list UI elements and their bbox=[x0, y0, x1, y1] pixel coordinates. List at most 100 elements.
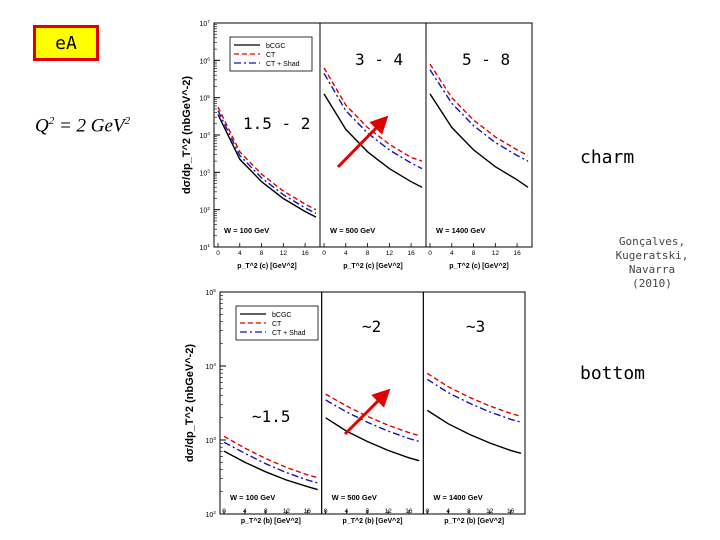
ea-label: eA bbox=[55, 32, 77, 54]
bottom-ratio-3: ~3 bbox=[466, 317, 486, 336]
bottom-label: bottom bbox=[580, 363, 646, 384]
x-tick-label: 16 bbox=[304, 508, 312, 515]
x-tick-label: 8 bbox=[366, 250, 370, 257]
series-line-bcgc bbox=[323, 93, 423, 188]
series-line-ct bbox=[217, 106, 317, 211]
bottom-ratio-2: ~2 bbox=[362, 317, 382, 336]
x-tick-label: 0 bbox=[222, 508, 226, 515]
x-tick-label: 0 bbox=[428, 250, 432, 257]
charm-ratio-3: 5 - 8 bbox=[462, 50, 511, 69]
x-tick-label: 16 bbox=[513, 250, 521, 257]
series-line-ctshad bbox=[429, 69, 529, 162]
panel-w-label: W = 500 GeV bbox=[332, 493, 377, 502]
x-tick-label: 4 bbox=[344, 250, 348, 257]
series-line-bcgc bbox=[223, 450, 318, 491]
y-tick-label: 107 bbox=[199, 19, 210, 28]
x-tick-label: 8 bbox=[472, 250, 476, 257]
citation: Gonçalves, Kugeratski, Navarra (2010) bbox=[612, 235, 692, 291]
red-arrow bbox=[343, 388, 391, 436]
y-tick-label: 103 bbox=[199, 169, 210, 178]
citation-line: (2010) bbox=[632, 277, 672, 290]
charm-ratio-1: 1.5 - 2 bbox=[243, 114, 311, 133]
x-tick-label: 12 bbox=[486, 508, 494, 515]
y-tick-label: 104 bbox=[199, 131, 210, 140]
legend-label: CT bbox=[272, 321, 282, 328]
legend-label: bCGC bbox=[266, 43, 285, 50]
legend-label: CT bbox=[266, 52, 276, 59]
y-tick-label: 102 bbox=[205, 510, 216, 519]
series-line-ctshad bbox=[223, 441, 318, 484]
citation-line: Kugeratski, bbox=[615, 249, 689, 262]
x-tick-label: 16 bbox=[407, 250, 415, 257]
x-axis-label: p_T^2 (c) [GeV^2] bbox=[237, 262, 297, 270]
series-line-bcgc bbox=[325, 417, 420, 462]
series-line-ct bbox=[325, 393, 420, 437]
x-tick-label: 12 bbox=[280, 250, 288, 257]
x-tick-label: 8 bbox=[264, 508, 268, 515]
citation-line: Gonçalves, bbox=[618, 235, 686, 248]
x-tick-label: 16 bbox=[405, 508, 413, 515]
x-tick-label: 0 bbox=[322, 250, 326, 257]
panel-w-label: W = 1400 GeV bbox=[436, 226, 485, 235]
x-tick-label: 12 bbox=[386, 250, 394, 257]
series-line-bcgc bbox=[426, 409, 522, 454]
series-line-ctshad bbox=[217, 110, 317, 215]
x-axis-label: p_T^2 (b) [GeV^2] bbox=[343, 517, 403, 525]
series-line-ct bbox=[223, 435, 318, 479]
x-tick-label: 16 bbox=[507, 508, 515, 515]
charm-label: charm bbox=[580, 147, 635, 168]
ea-label-box: eA bbox=[33, 25, 99, 61]
x-tick-label: 12 bbox=[283, 508, 291, 515]
y-tick-label: 104 bbox=[205, 362, 216, 371]
q2-sup2: 2 bbox=[124, 115, 131, 127]
x-tick-label: 0 bbox=[216, 250, 220, 257]
x-tick-label: 12 bbox=[492, 250, 500, 257]
x-tick-label: 16 bbox=[301, 250, 309, 257]
y-tick-label: 105 bbox=[199, 94, 210, 103]
charm-ratio-2: 3 - 4 bbox=[355, 50, 404, 69]
x-tick-label: 8 bbox=[467, 508, 471, 515]
panel-w-label: W = 100 GeV bbox=[230, 493, 275, 502]
series-line-bcgc bbox=[429, 93, 529, 188]
series-line-ctshad bbox=[325, 399, 420, 443]
panel-w-label: W = 500 GeV bbox=[330, 226, 375, 235]
y-tick-label: 101 bbox=[199, 243, 210, 252]
x-tick-label: 4 bbox=[238, 250, 242, 257]
series-line-ct bbox=[426, 372, 522, 417]
citation-line: Navarra bbox=[628, 263, 676, 276]
x-tick-label: 4 bbox=[450, 250, 454, 257]
y-axis-label: dσ/dp_T^2 (nbGeV^-2) bbox=[181, 76, 193, 194]
panel-w-label: W = 100 GeV bbox=[224, 226, 269, 235]
y-axis-label: dσ/dp_T^2 (nbGeV^-2) bbox=[184, 344, 196, 462]
red-arrow bbox=[336, 115, 389, 169]
x-axis-label: p_T^2 (c) [GeV^2] bbox=[343, 262, 403, 270]
x-tick-label: 12 bbox=[384, 508, 392, 515]
x-axis-label: p_T^2 (b) [GeV^2] bbox=[444, 517, 504, 525]
panel-w-label: W = 1400 GeV bbox=[433, 493, 482, 502]
panel-frame bbox=[425, 22, 533, 248]
series-line-ctshad bbox=[323, 73, 423, 170]
q2-middle: = 2 GeV bbox=[54, 115, 125, 137]
series-line-bcgc bbox=[217, 114, 317, 218]
y-tick-label: 102 bbox=[199, 206, 210, 215]
x-tick-label: 4 bbox=[345, 508, 349, 515]
y-tick-label: 105 bbox=[205, 288, 216, 297]
series-line-ct bbox=[323, 67, 423, 162]
x-tick-label: 8 bbox=[260, 250, 264, 257]
x-tick-label: 4 bbox=[243, 508, 247, 515]
bottom-ratio-1: ~1.5 bbox=[252, 407, 291, 426]
panel-frame bbox=[422, 291, 526, 515]
y-tick-label: 106 bbox=[199, 57, 210, 66]
q2-sup: 2 bbox=[48, 115, 55, 127]
series-line-ctshad bbox=[426, 378, 522, 423]
legend-label: CT + Shad bbox=[272, 330, 306, 337]
x-axis-label: p_T^2 (c) [GeV^2] bbox=[449, 262, 509, 270]
series-line-ct bbox=[429, 63, 529, 157]
x-tick-label: 0 bbox=[426, 508, 430, 515]
x-tick-label: 4 bbox=[446, 508, 450, 515]
x-tick-label: 8 bbox=[365, 508, 369, 515]
x-tick-label: 0 bbox=[324, 508, 328, 515]
y-tick-label: 103 bbox=[205, 436, 216, 445]
legend-label: bCGC bbox=[272, 312, 291, 319]
